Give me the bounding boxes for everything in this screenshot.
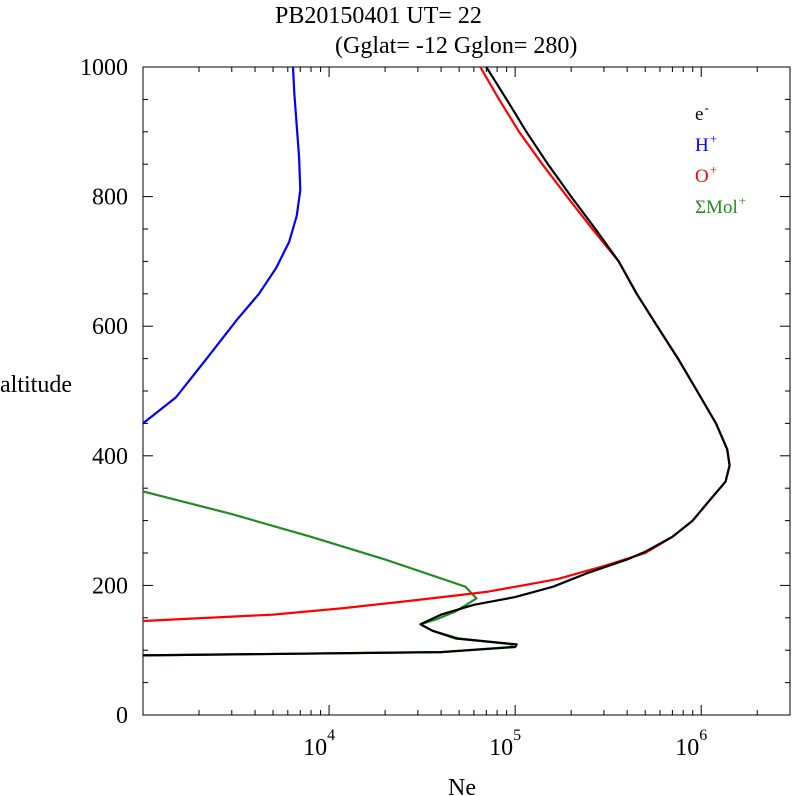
x-tick-label: 10 [303, 735, 327, 761]
axis-ticks [142, 66, 791, 716]
legend-entry: H [695, 135, 709, 156]
series-line-1 [142, 66, 302, 425]
legend-entry-sup: + [710, 162, 717, 177]
series-lines [142, 66, 731, 657]
legend-entry-sup: - [704, 100, 708, 115]
legend-entry-sup: + [739, 193, 746, 208]
y-tick-label: 800 [92, 185, 128, 211]
legend-entry: e [695, 104, 703, 125]
x-tick-labels: 10 4 10 5 10 6 [303, 727, 707, 761]
x-tick-exponent: 4 [327, 727, 335, 744]
chart-subtitle: (Gglat= -12 Gglon= 280) [335, 33, 577, 59]
x-tick-label: 10 [675, 735, 699, 761]
y-tick-labels: 0 200 400 600 800 1000 [80, 55, 128, 729]
y-tick-label: 600 [92, 314, 128, 340]
y-tick-label: 200 [92, 573, 128, 599]
x-axis-label: Ne [448, 775, 476, 796]
x-tick-label: 10 [489, 735, 513, 761]
series-line-0 [142, 66, 731, 657]
legend-entry: O [695, 166, 709, 187]
x-tick-exponent: 6 [699, 727, 707, 744]
y-axis-label: altitude [0, 372, 72, 398]
y-tick-label: 400 [92, 444, 128, 470]
y-tick-label: 1000 [80, 55, 128, 81]
x-tick-exponent: 5 [513, 727, 521, 744]
chart-title: PB20150401 UT= 22 [275, 3, 482, 29]
y-tick-label: 0 [116, 703, 128, 729]
series-line-2 [142, 66, 731, 623]
plot-frame [142, 66, 791, 716]
series-line-3 [142, 490, 514, 657]
legend-entry: ΣMol [695, 197, 738, 218]
legend: e -H +O +ΣMol + [695, 100, 746, 218]
legend-entry-sup: + [710, 131, 717, 146]
